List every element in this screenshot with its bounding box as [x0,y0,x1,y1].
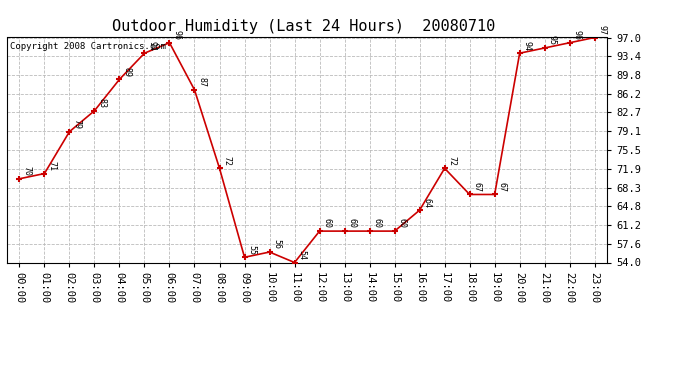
Text: 67: 67 [473,182,482,192]
Text: 70: 70 [22,166,32,176]
Text: 56: 56 [273,239,282,249]
Text: 64: 64 [422,198,432,207]
Text: 60: 60 [348,219,357,228]
Text: 71: 71 [48,161,57,171]
Text: 79: 79 [72,119,81,129]
Text: 72: 72 [448,156,457,166]
Text: Outdoor Humidity (Last 24 Hours)  20080710: Outdoor Humidity (Last 24 Hours) 2008071… [112,19,495,34]
Text: 96: 96 [573,30,582,40]
Text: 72: 72 [222,156,232,166]
Text: 54: 54 [297,250,306,260]
Text: 89: 89 [122,67,132,77]
Text: 60: 60 [397,219,406,228]
Text: 97: 97 [598,25,607,35]
Text: 55: 55 [248,244,257,255]
Text: 96: 96 [172,30,181,40]
Text: 83: 83 [97,98,106,108]
Text: 60: 60 [373,219,382,228]
Text: 60: 60 [322,219,332,228]
Text: Copyright 2008 Cartronics.com: Copyright 2008 Cartronics.com [10,42,166,51]
Text: 95: 95 [548,35,557,45]
Text: 94: 94 [522,40,532,51]
Text: 87: 87 [197,77,206,87]
Text: 67: 67 [497,182,506,192]
Text: 94: 94 [148,40,157,51]
